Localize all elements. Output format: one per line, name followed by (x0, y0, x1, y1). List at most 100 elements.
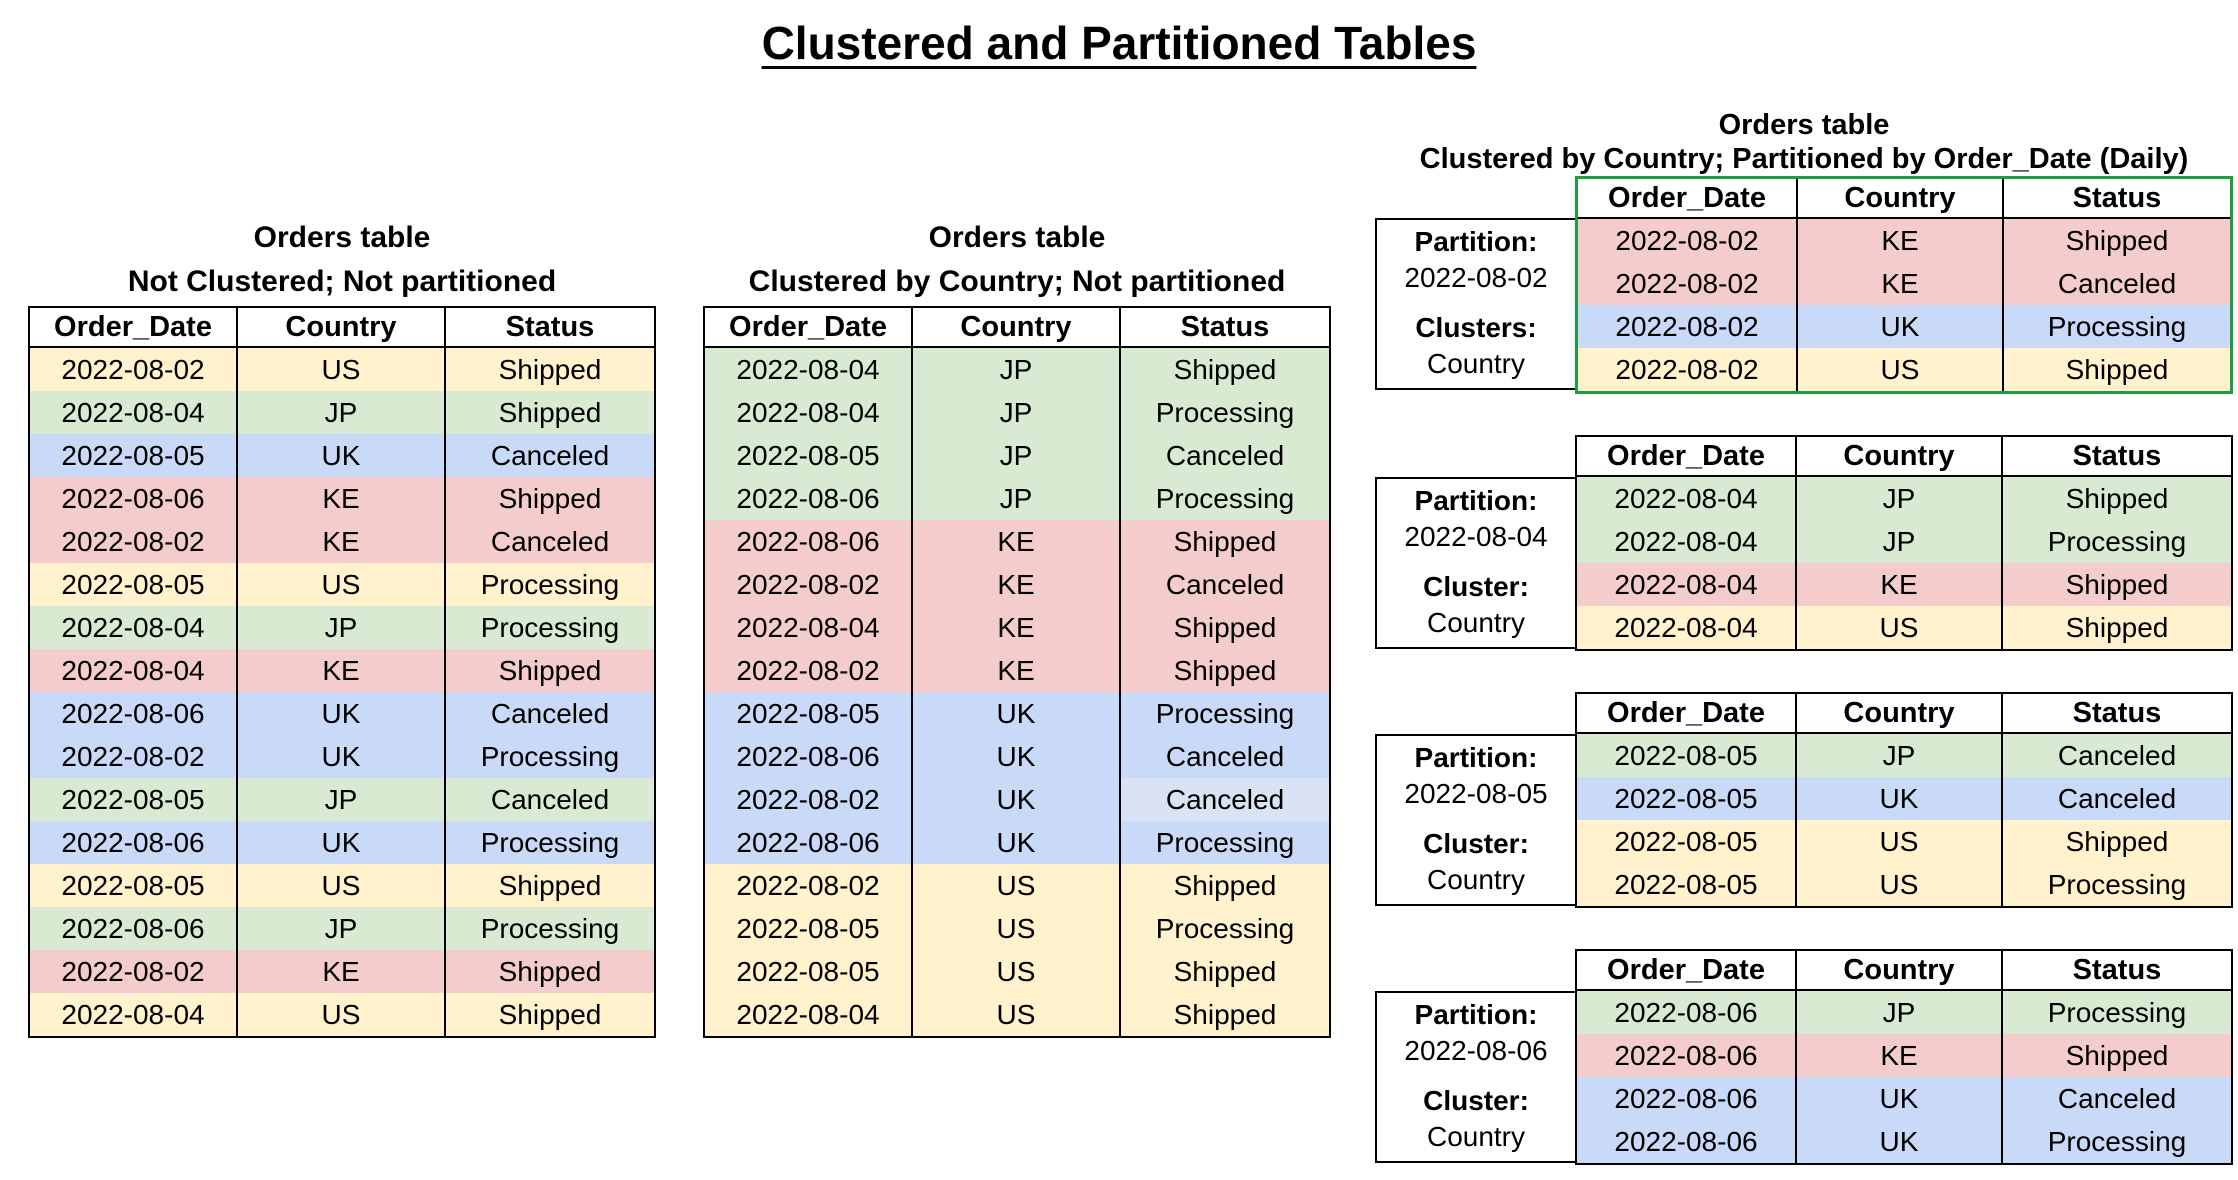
cell-status: Canceled (446, 520, 654, 563)
cell-order-date: 2022-08-06 (1577, 1120, 1797, 1163)
cell-country: JP (913, 434, 1121, 477)
cell-order-date: 2022-08-05 (1577, 734, 1797, 777)
column-header-status: Status (2004, 179, 2230, 219)
cell-country: JP (913, 477, 1121, 520)
cell-order-date: 2022-08-06 (705, 735, 913, 778)
cell-status: Shipped (1121, 520, 1329, 563)
cell-order-date: 2022-08-06 (1577, 1034, 1797, 1077)
column-header-status: Status (2003, 437, 2231, 477)
cell-order-date: 2022-08-04 (30, 649, 238, 692)
column-header-country: Country (1797, 951, 2003, 991)
cell-order-date: 2022-08-05 (1577, 820, 1797, 863)
cell-order-date: 2022-08-02 (1578, 348, 1798, 391)
cell-status: Processing (446, 821, 654, 864)
cell-order-date: 2022-08-02 (1578, 219, 1798, 262)
cluster-label: Clusters: (1415, 312, 1537, 343)
cell-status: Shipped (446, 864, 654, 907)
cell-country: KE (913, 606, 1121, 649)
partition-value: 2022-08-02 (1404, 262, 1548, 293)
cell-country: US (1797, 820, 2003, 863)
cell-status: Processing (446, 563, 654, 606)
partition-cluster-label-box: Partition: 2022-08-04 Cluster: Country (1375, 477, 1575, 649)
partition-group-2022-08-06: Partition: 2022-08-06 Cluster: Country Order… (1375, 949, 2233, 1165)
cell-country: US (913, 907, 1121, 950)
cell-country: UK (913, 692, 1121, 735)
cell-country: KE (913, 520, 1121, 563)
cell-order-date: 2022-08-02 (30, 348, 238, 391)
cell-order-date: 2022-08-05 (705, 434, 913, 477)
cell-order-date: 2022-08-04 (1577, 606, 1797, 649)
cell-order-date: 2022-08-06 (30, 907, 238, 950)
cell-status: Shipped (2003, 477, 2231, 520)
cluster-label: Cluster: (1423, 1085, 1529, 1116)
cell-country: JP (1797, 477, 2003, 520)
partition-table-2022-08-06: Order_Date Country Status 2022-08-06 JP Proce… (1575, 949, 2233, 1165)
cell-order-date: 2022-08-02 (30, 950, 238, 993)
cell-country: KE (1798, 262, 2004, 305)
cell-order-date: 2022-08-05 (705, 950, 913, 993)
cell-order-date: 2022-08-05 (30, 778, 238, 821)
cell-status: Shipped (446, 391, 654, 434)
cluster-label: Cluster: (1423, 571, 1529, 602)
cell-order-date: 2022-08-02 (705, 778, 913, 821)
cell-country: KE (1797, 563, 2003, 606)
cell-status: Shipped (446, 348, 654, 391)
cell-order-date: 2022-08-05 (705, 907, 913, 950)
cell-status: Canceled (1121, 563, 1329, 606)
cluster-value: Country (1426, 1121, 1526, 1152)
orders-table-not-clustered: Order_Date Country Status 2022-08-02 US Shipp… (28, 306, 656, 1038)
column-header-country: Country (913, 308, 1121, 348)
cell-status: Processing (1121, 477, 1329, 520)
cell-status: Canceled (2003, 1077, 2231, 1120)
section-clustered: Orders table Clustered by Country; Not p… (703, 216, 1331, 1038)
cell-country: UK (1797, 1077, 2003, 1120)
cell-order-date: 2022-08-02 (705, 649, 913, 692)
cell-order-date: 2022-08-04 (1577, 520, 1797, 563)
column-header-country: Country (1797, 694, 2003, 734)
table-subtitle: Clustered by Country; Partitioned by Ord… (1419, 143, 2189, 175)
cell-status: Processing (2003, 863, 2231, 906)
cell-status: Processing (1121, 821, 1329, 864)
cluster-value: Country (1426, 607, 1526, 638)
cell-order-date: 2022-08-05 (705, 692, 913, 735)
cell-order-date: 2022-08-06 (705, 520, 913, 563)
cell-order-date: 2022-08-04 (705, 391, 913, 434)
cell-status: Processing (446, 606, 654, 649)
partition-value: 2022-08-04 (1404, 521, 1548, 552)
column-header-status: Status (446, 308, 654, 348)
cell-order-date: 2022-08-05 (1577, 863, 1797, 906)
cell-status: Shipped (2003, 1034, 2231, 1077)
cell-country: US (238, 864, 446, 907)
cell-country: JP (238, 907, 446, 950)
cell-country: US (238, 563, 446, 606)
table-subtitle: Not Clustered; Not partitioned (127, 265, 557, 298)
column-header-status: Status (2003, 951, 2231, 991)
cell-status: Processing (1121, 692, 1329, 735)
cell-status: Processing (2003, 520, 2231, 563)
cell-country: KE (238, 520, 446, 563)
partition-group-2022-08-04: Partition: 2022-08-04 Cluster: Country Order… (1375, 435, 2233, 651)
cell-status: Shipped (2003, 606, 2231, 649)
cell-status: Shipped (1121, 864, 1329, 907)
partition-label: Partition: (1414, 226, 1538, 257)
cell-status: Shipped (2003, 563, 2231, 606)
cell-country: UK (238, 821, 446, 864)
partition-cluster-label-box: Partition: 2022-08-05 Cluster: Country (1375, 734, 1575, 906)
partition-group-2022-08-02: Partition: 2022-08-02 Clusters: Country Orde… (1375, 176, 2233, 394)
cell-status: Canceled (1121, 434, 1329, 477)
cell-status: Processing (446, 735, 654, 778)
cell-status: Canceled (2003, 777, 2231, 820)
cell-order-date: 2022-08-02 (705, 563, 913, 606)
table-title: Orders table (1718, 109, 1890, 141)
cell-status: Processing (1121, 907, 1329, 950)
cell-order-date: 2022-08-04 (30, 993, 238, 1036)
cell-order-date: 2022-08-06 (30, 821, 238, 864)
column-header-order-date: Order_Date (1578, 179, 1798, 219)
partition-table-2022-08-04: Order_Date Country Status 2022-08-04 JP Shipp… (1575, 435, 2233, 651)
orders-table-clustered: Order_Date Country Status 2022-08-04 JP Shipp… (703, 306, 1331, 1038)
cell-country: KE (1797, 1034, 2003, 1077)
cell-country: UK (238, 692, 446, 735)
column-header-country: Country (238, 308, 446, 348)
cell-country: KE (913, 563, 1121, 606)
cell-order-date: 2022-08-04 (705, 993, 913, 1036)
